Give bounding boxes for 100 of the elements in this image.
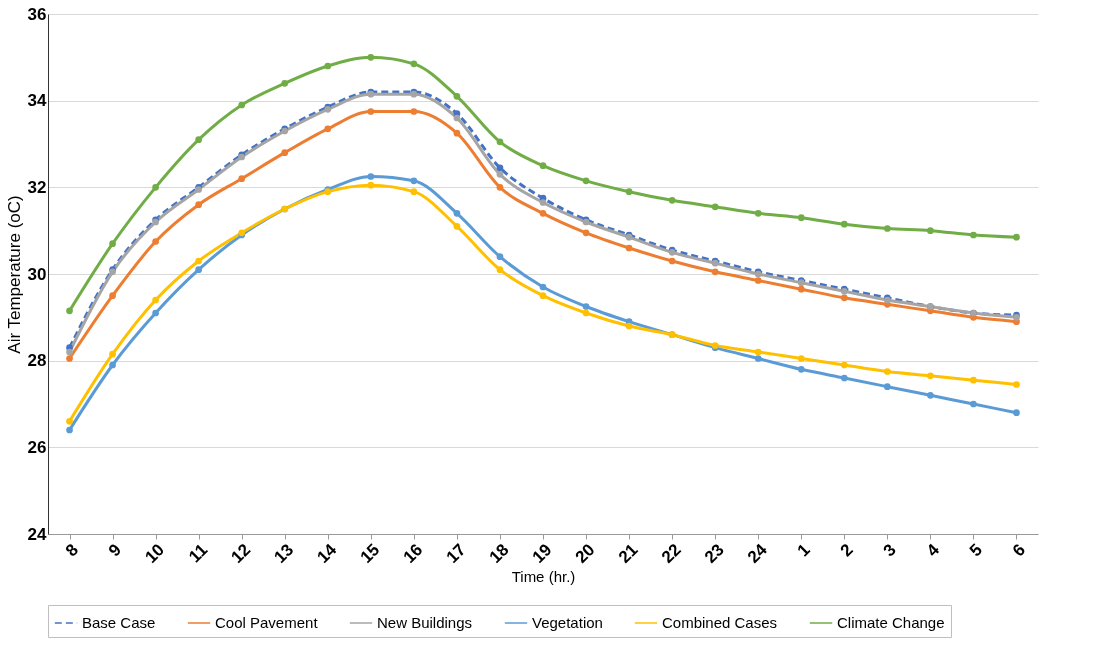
x-tick-label: 20 bbox=[571, 540, 599, 567]
x-tick-label: 15 bbox=[356, 540, 384, 567]
y-tick-label: 26 bbox=[27, 437, 47, 457]
point bbox=[496, 266, 504, 274]
point bbox=[883, 383, 891, 391]
point bbox=[367, 181, 375, 189]
point bbox=[324, 125, 332, 133]
x-tick-label: 16 bbox=[399, 540, 427, 567]
x-tick-label: 22 bbox=[657, 540, 685, 567]
point bbox=[324, 62, 332, 70]
point bbox=[539, 283, 547, 291]
point bbox=[410, 177, 418, 185]
point bbox=[410, 108, 418, 115]
point bbox=[668, 257, 676, 265]
legend-label: Climate Change bbox=[837, 614, 945, 631]
x-tick-label: 21 bbox=[614, 540, 642, 567]
point bbox=[927, 372, 934, 380]
point bbox=[195, 266, 203, 274]
point bbox=[453, 222, 461, 230]
point bbox=[582, 177, 590, 185]
point bbox=[970, 231, 977, 239]
point bbox=[754, 277, 762, 284]
x-tick-label: 2 bbox=[836, 540, 857, 561]
point bbox=[109, 361, 116, 369]
x-tick-label: 18 bbox=[485, 540, 513, 567]
point bbox=[195, 201, 203, 209]
point bbox=[1013, 233, 1020, 241]
x-tick-label: 4 bbox=[922, 539, 944, 561]
point bbox=[797, 214, 805, 222]
point bbox=[927, 391, 934, 399]
x-tick-label: 10 bbox=[141, 540, 169, 567]
x-tick-label: 12 bbox=[227, 540, 255, 567]
point bbox=[582, 303, 590, 310]
point bbox=[281, 149, 289, 157]
point bbox=[582, 309, 590, 317]
y-tick-label: 24 bbox=[27, 524, 48, 544]
point bbox=[539, 162, 547, 170]
point bbox=[453, 92, 461, 100]
point bbox=[539, 292, 547, 300]
x-tick-label: 24 bbox=[743, 539, 772, 567]
point bbox=[496, 253, 504, 261]
point bbox=[152, 183, 159, 191]
point bbox=[625, 244, 633, 252]
point bbox=[195, 136, 203, 144]
legend-label: Combined Cases bbox=[662, 614, 778, 631]
point bbox=[281, 79, 289, 87]
x-tick-label: 8 bbox=[61, 540, 83, 561]
point bbox=[496, 138, 504, 146]
point bbox=[711, 203, 719, 211]
point bbox=[539, 199, 547, 206]
point bbox=[840, 220, 848, 228]
point bbox=[754, 348, 762, 356]
point bbox=[539, 209, 547, 217]
point bbox=[152, 296, 159, 304]
point bbox=[711, 268, 719, 276]
legend-label: Base Case bbox=[82, 614, 156, 631]
point bbox=[496, 183, 504, 191]
x-axis-title: Time (hr.) bbox=[511, 568, 576, 586]
point bbox=[582, 229, 590, 237]
point bbox=[840, 361, 848, 369]
point bbox=[797, 365, 805, 373]
x-tick-label: 6 bbox=[1008, 540, 1029, 561]
point bbox=[927, 227, 934, 235]
point bbox=[797, 355, 805, 362]
x-tick-label: 19 bbox=[528, 540, 556, 567]
point bbox=[152, 309, 159, 317]
x-tick-label: 3 bbox=[879, 540, 900, 561]
point bbox=[410, 188, 418, 196]
point bbox=[496, 164, 504, 172]
point bbox=[625, 188, 633, 196]
x-tick-label: 23 bbox=[700, 540, 728, 567]
point bbox=[66, 348, 73, 356]
point bbox=[367, 173, 375, 180]
point bbox=[840, 294, 848, 302]
point bbox=[66, 426, 73, 434]
y-tick-label: 36 bbox=[27, 4, 47, 24]
point bbox=[66, 417, 73, 425]
x-tick-label: 14 bbox=[313, 539, 341, 567]
legend-label: Vegetation bbox=[532, 614, 603, 631]
point bbox=[970, 400, 977, 408]
point bbox=[367, 108, 375, 115]
y-tick-label: 32 bbox=[27, 177, 47, 197]
point bbox=[453, 209, 461, 217]
x-tick-label: 13 bbox=[270, 540, 298, 567]
y-tick-label: 30 bbox=[27, 264, 47, 284]
y-tick-label: 28 bbox=[27, 351, 47, 371]
x-tick-label: 1 bbox=[793, 540, 814, 561]
legend-label: Cool Pavement bbox=[215, 614, 319, 631]
point bbox=[66, 355, 73, 362]
point bbox=[883, 225, 891, 232]
point bbox=[754, 209, 762, 217]
point bbox=[754, 355, 762, 362]
point bbox=[883, 368, 891, 375]
point bbox=[238, 175, 246, 183]
point bbox=[66, 307, 73, 315]
point bbox=[840, 374, 848, 382]
x-tick-label: 9 bbox=[104, 540, 126, 561]
point bbox=[668, 196, 676, 204]
point bbox=[109, 240, 116, 248]
x-tick-label: 5 bbox=[965, 540, 986, 561]
